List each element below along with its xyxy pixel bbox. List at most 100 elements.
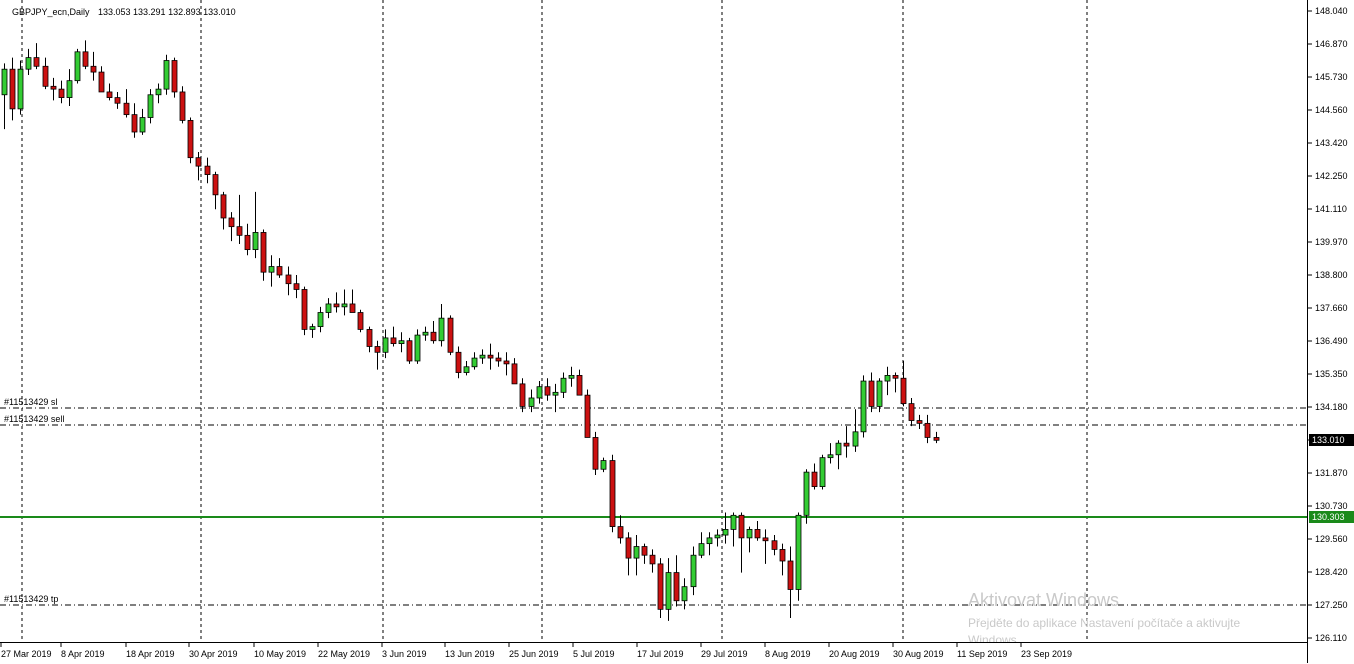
time-tick-label: 29 Jul 2019 [701,649,748,659]
time-axis[interactable]: 27 Mar 2019 8 Apr 2019 18 Apr 2019 30 Apr 2… [0,642,1307,664]
price-axis[interactable]: 148.040 146.870 145.730 144.560 143.420 142.2… [1307,0,1354,663]
candle [268,255,275,287]
candle-body-bear [374,346,381,353]
candle-body-bear [811,471,818,488]
candle [690,546,697,596]
price-axis-svg: 148.040 146.870 145.730 144.560 143.420 142.2… [1308,6,1354,643]
candle-body-bull [1,68,8,96]
candle [58,80,65,104]
candle-body-bear [244,234,251,251]
candle-body-bull [803,471,810,516]
candle-body-bear [576,375,583,396]
candle-body-bull [25,57,32,70]
candle-body-bear [9,68,16,110]
candle [317,306,324,333]
candle-body-bull [479,354,486,359]
candle [876,378,883,413]
candle [852,409,859,452]
candle [584,389,591,438]
chart-plot-area[interactable]: #11513429 sl #11513429 sell #11513429 tp G… [0,0,1307,642]
candle-body-bear [625,537,632,559]
candle-body-bear [195,157,202,167]
candle [1,63,8,130]
candle [576,369,583,396]
candle [600,457,607,473]
candle [276,258,283,278]
candle [722,512,729,544]
candle [900,360,907,407]
candle-body-bear [220,194,227,219]
candle [430,320,437,344]
candle-body-bull [74,51,81,82]
order-line-label: #11513429 sl [4,397,57,407]
candle [592,431,599,476]
candle-body-bull [17,68,24,110]
candle-body-bear [366,329,373,347]
candle-body-bull [681,586,688,602]
candle-body-bull [665,572,672,610]
candle-body-bear [301,289,308,330]
candle [42,57,49,90]
candle [762,529,769,564]
candle [617,515,624,544]
candle [657,558,664,619]
candle [479,349,486,364]
candle-body-bull [819,457,826,488]
candle [414,329,421,364]
candle [285,266,292,296]
candle-body-bull [633,546,640,559]
candle-body-bull [382,337,389,353]
time-tick-label: 13 Jun 2019 [445,649,495,659]
candle-body-bull [163,60,170,90]
candle [260,229,267,281]
candle-body-bear [58,88,65,98]
time-tick-label: 30 Apr 2019 [189,649,238,659]
candle [673,555,680,607]
candle-body-bear [204,165,211,175]
price-tick-label: 144.560 [1315,105,1348,115]
candle-body-bear [892,375,899,379]
candle-body-bear [584,394,591,438]
candle [924,414,931,444]
candle [487,343,494,370]
candle [236,194,243,244]
candlestick-chart: #11513429 sl #11513429 sell #11513429 tp G… [0,0,1307,642]
candle-body-bull [422,331,429,336]
candle-body-bear [617,526,624,539]
chart-header-symbol: GBPJPY_ecn,Daily [12,7,90,17]
candle [390,326,397,347]
candle [779,543,786,576]
candle [244,223,251,256]
candle-body-bear [82,51,89,67]
candle-body-bull [325,303,332,313]
candle [357,309,364,333]
candle-body-bear [349,303,356,313]
candle [293,275,300,299]
price-tick-label: 128.420 [1315,567,1348,577]
candle [325,298,332,319]
candle [933,431,940,444]
time-tick-label: 27 Mar 2019 [1,649,52,659]
candle [50,77,57,101]
candle-body-bull [730,514,737,530]
time-tick-label: 8 Aug 2019 [765,649,811,659]
candle [503,352,510,376]
watermark-line-3: Windows. [968,633,1020,642]
candle [609,454,616,533]
candle-body-bull [155,88,162,96]
candle [398,332,405,353]
candle [155,83,162,104]
candle [333,292,340,313]
candle-body-bear [495,357,502,362]
candle-body-bull [560,377,567,393]
candle-body-bull [714,534,721,539]
candles-layer [1,40,940,621]
candle-body-bull [795,514,802,590]
candle [916,414,923,429]
candle [447,315,454,356]
candle-body-bear [487,354,494,359]
time-tick-label: 5 Jul 2019 [573,649,615,659]
candle-body-bull [528,397,535,407]
candle-body-bear [503,360,510,365]
price-tick-label: 143.420 [1315,138,1348,148]
